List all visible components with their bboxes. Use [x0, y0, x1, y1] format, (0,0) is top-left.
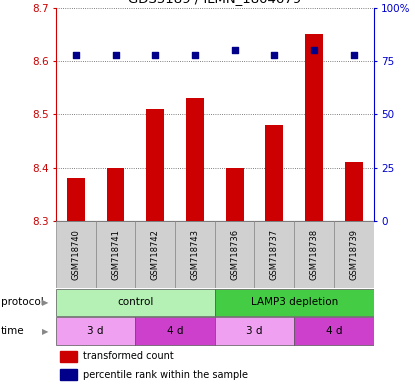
Text: 4 d: 4 d [167, 326, 183, 336]
Bar [175, 221, 215, 288]
Bar [254, 221, 294, 288]
Point [350, 51, 357, 58]
Text: protocol: protocol [1, 297, 44, 308]
Bar [294, 317, 374, 345]
Text: GSM718740: GSM718740 [71, 229, 81, 280]
Bar [56, 317, 135, 345]
Text: time: time [1, 326, 24, 336]
Bar [135, 317, 215, 345]
Point [112, 51, 119, 58]
Text: control: control [117, 297, 154, 308]
Bar [60, 351, 77, 362]
Text: 4 d: 4 d [325, 326, 342, 336]
Text: transformed count: transformed count [83, 351, 174, 361]
Bar [294, 221, 334, 288]
Text: GSM718737: GSM718737 [270, 229, 279, 280]
Bar [60, 369, 77, 380]
Bar [215, 221, 254, 288]
Text: GSM718739: GSM718739 [349, 229, 358, 280]
Text: 3 d: 3 d [246, 326, 263, 336]
Title: GDS5189 / ILMN_1804679: GDS5189 / ILMN_1804679 [128, 0, 301, 5]
Text: GSM718741: GSM718741 [111, 229, 120, 280]
Text: GSM718736: GSM718736 [230, 229, 239, 280]
Bar [305, 34, 323, 221]
Bar [56, 221, 96, 288]
Text: percentile rank within the sample: percentile rank within the sample [83, 370, 248, 380]
Text: LAMP3 depletion: LAMP3 depletion [251, 297, 338, 308]
Text: GSM718742: GSM718742 [151, 229, 160, 280]
Bar [345, 162, 363, 221]
Bar [56, 289, 215, 316]
Text: GSM718743: GSM718743 [190, 229, 200, 280]
Point [73, 51, 79, 58]
Bar [107, 167, 124, 221]
Point [152, 51, 159, 58]
Bar [265, 125, 283, 221]
Point [271, 51, 278, 58]
Bar [215, 289, 374, 316]
Bar [215, 317, 294, 345]
Bar [135, 221, 175, 288]
Text: 3 d: 3 d [88, 326, 104, 336]
Bar [186, 98, 204, 221]
Point [311, 47, 317, 53]
Bar [226, 167, 244, 221]
Text: ▶: ▶ [42, 327, 49, 336]
Text: ▶: ▶ [42, 298, 49, 307]
Bar [146, 109, 164, 221]
Point [231, 47, 238, 53]
Bar [67, 178, 85, 221]
Point [192, 51, 198, 58]
Text: GSM718738: GSM718738 [310, 229, 318, 280]
Bar [334, 221, 374, 288]
Bar [96, 221, 135, 288]
